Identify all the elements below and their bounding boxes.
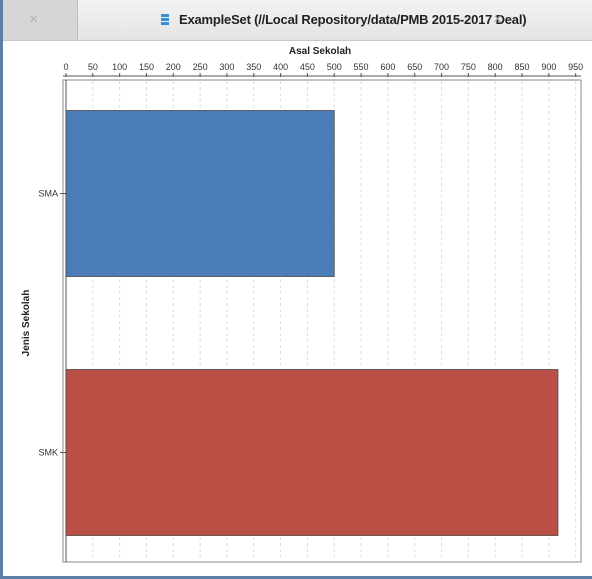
x-tick-label: 950 (568, 62, 583, 72)
x-tick-label: 0 (63, 62, 68, 72)
x-tick-label: 800 (488, 62, 503, 72)
x-tick-label: 100 (112, 62, 127, 72)
x-tick-label: 50 (88, 62, 98, 72)
x-tick-label: 150 (139, 62, 154, 72)
close-icon[interactable]: × (29, 11, 39, 28)
x-tick-label: 900 (541, 62, 556, 72)
x-axis-title: Asal Sekolah (289, 46, 351, 57)
x-tick-label: 750 (461, 62, 476, 72)
bar-sma (65, 110, 335, 277)
y-axis-title: Jenis Sekolah (21, 290, 32, 357)
y-tick-label: SMK (38, 448, 58, 458)
table-icon (161, 14, 169, 28)
y-tick-label: SMA (38, 189, 58, 199)
x-tick-label: 500 (327, 62, 342, 72)
x-tick-label: 450 (300, 62, 315, 72)
x-tick-label: 650 (407, 62, 422, 72)
tab-bar: × ExampleSet (//Local Repository/data/PM… (3, 0, 592, 41)
tab-previous[interactable]: × (3, 0, 78, 40)
x-tick-label: 850 (515, 62, 530, 72)
x-tick-label: 300 (219, 62, 234, 72)
x-tick-label: 400 (273, 62, 288, 72)
plot-area: 0 50 100 150 200 250 300 350 400 450 500 550 600 650 7… (38, 62, 583, 563)
x-tick-label: 550 (354, 62, 369, 72)
bar-smk (65, 369, 559, 536)
x-tick-label: 200 (166, 62, 181, 72)
x-tick-label: 350 (246, 62, 261, 72)
x-tick-label: 700 (434, 62, 449, 72)
close-icon[interactable]: × (493, 11, 503, 28)
window-frame-left (0, 0, 3, 579)
tab-title: ExampleSet (//Local Repository/data/PMB … (179, 12, 527, 27)
x-tick-label: 600 (380, 62, 395, 72)
window-frame-bottom (0, 576, 592, 579)
x-tick-label: 250 (193, 62, 208, 72)
